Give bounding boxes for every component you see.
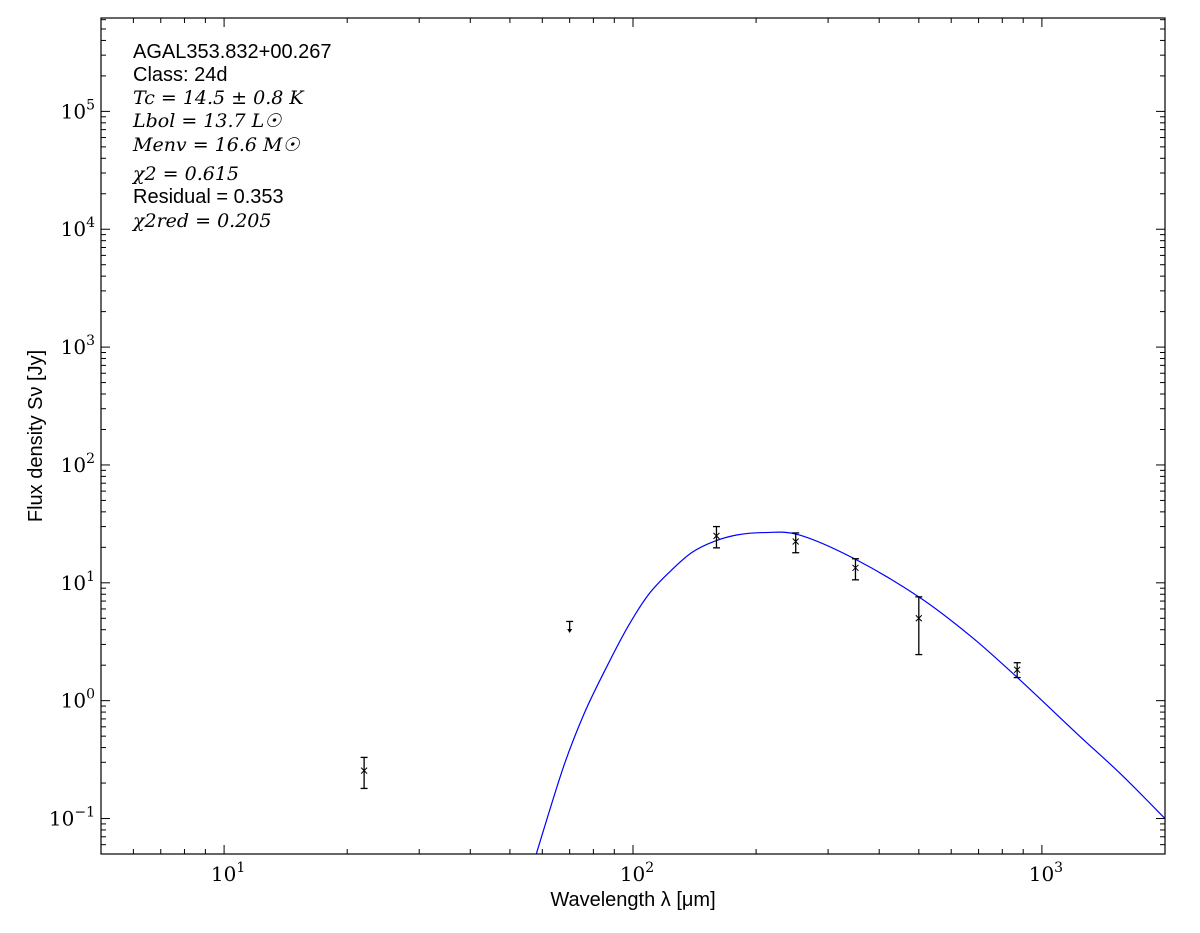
x-marker xyxy=(1013,666,1021,674)
upper-limit-point xyxy=(566,620,574,634)
chi2red-label: χ2red = 0.205 xyxy=(131,210,271,232)
x-tick-label: 103 xyxy=(1029,860,1063,886)
y-axis-label: Flux density Sν [Jy] xyxy=(25,350,47,522)
measurement-point xyxy=(712,525,720,549)
measurement-point xyxy=(360,756,368,790)
measurement-point xyxy=(915,596,923,656)
x-tick-labels: 101 102 103 xyxy=(211,860,1063,886)
class-label: Class: 24d xyxy=(133,64,228,86)
y-tick-label: 104 xyxy=(61,215,95,241)
x-axis-label: Wavelength λ [μm] xyxy=(550,889,715,911)
y-tick-label: 10−1 xyxy=(49,805,95,831)
source-name: AGAL353.832+00.267 xyxy=(133,41,332,63)
axis-ticks xyxy=(100,18,1166,855)
y-tick-label: 103 xyxy=(61,333,95,359)
x-marker xyxy=(792,538,800,545)
x-marker xyxy=(360,767,368,774)
annotation-box: AGAL353.832+00.267 Class: 24d Tc = 14.5 … xyxy=(131,41,332,232)
x-tick-label: 101 xyxy=(211,860,245,886)
down-arrow-icon xyxy=(567,629,573,634)
data-points xyxy=(360,525,1021,790)
chi2-label: χ2 = 0.615 xyxy=(131,163,239,185)
y-tick-label: 101 xyxy=(61,569,95,595)
y-tick-label: 100 xyxy=(61,687,95,713)
measurement-point xyxy=(792,532,800,554)
x-marker xyxy=(852,564,859,572)
tc-label: Tc = 14.5 ± 0.8 K xyxy=(133,87,305,109)
y-tick-label: 102 xyxy=(61,451,95,477)
x-marker xyxy=(915,614,923,622)
measurement-point xyxy=(851,558,859,581)
lbol-label: Lbol = 13.7 L☉ xyxy=(132,110,282,132)
measurement-point xyxy=(1013,662,1021,679)
plot-frame xyxy=(100,17,1166,855)
residual-label: Residual = 0.353 xyxy=(133,186,284,208)
y-tick-label: 105 xyxy=(61,97,95,123)
x-tick-label: 102 xyxy=(620,860,654,886)
y-tick-labels: 10−1 100 101 102 103 104 105 xyxy=(49,97,95,830)
menv-label: Menv = 16.6 M☉ xyxy=(132,134,300,156)
x-marker xyxy=(713,532,720,540)
